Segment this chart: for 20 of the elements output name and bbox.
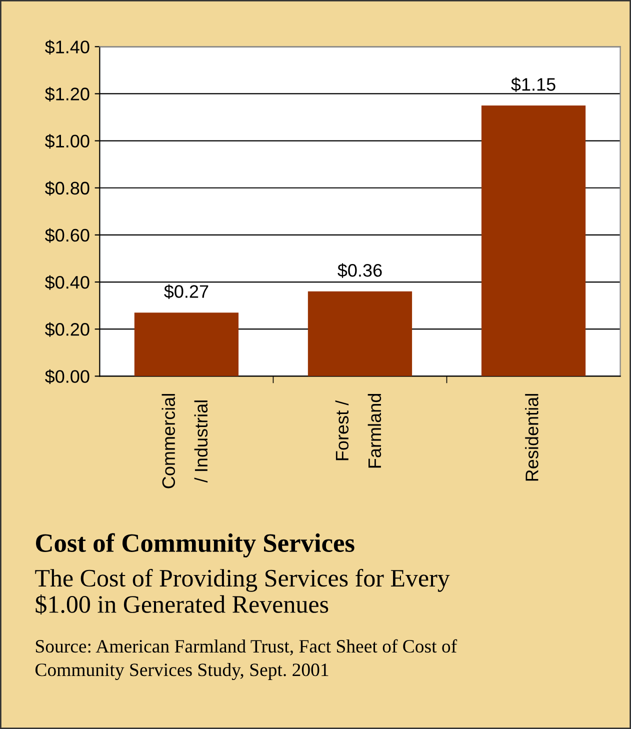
- text: The Cost of Providing Services for Every $1.00 in Generated Revenues: [35, 568, 450, 615]
- bar: [308, 291, 412, 376]
- y-tick-label: $0.60: [44, 228, 90, 243]
- source-note: Source: American Farmland Trust, Fact Sheet of Cost of Community Services Study, Sept. 2001: [35, 639, 458, 680]
- text: Cost of Community Services: [36, 533, 354, 558]
- data-label: $0.36: [338, 263, 382, 278]
- y-tick-label: $1.40: [44, 40, 90, 54]
- y-tick-label: $0.20: [44, 322, 90, 337]
- y-tick-label: $1.20: [44, 86, 90, 102]
- y-tick-label: $0.00: [44, 369, 90, 384]
- bar: [134, 312, 239, 376]
- data-label: $1.15: [511, 77, 556, 92]
- bar: [481, 105, 586, 376]
- y-tick-label: $0.40: [44, 275, 90, 290]
- x-tick-label: Residential: [525, 394, 538, 481]
- y-tick-label: $0.80: [44, 181, 90, 196]
- y-tick-label: $1.00: [44, 134, 90, 149]
- x-tick-label: Forest / Farmland: [335, 394, 382, 468]
- x-tick-label: Commercial / Industrial: [162, 394, 208, 488]
- data-label: $0.27: [164, 284, 208, 300]
